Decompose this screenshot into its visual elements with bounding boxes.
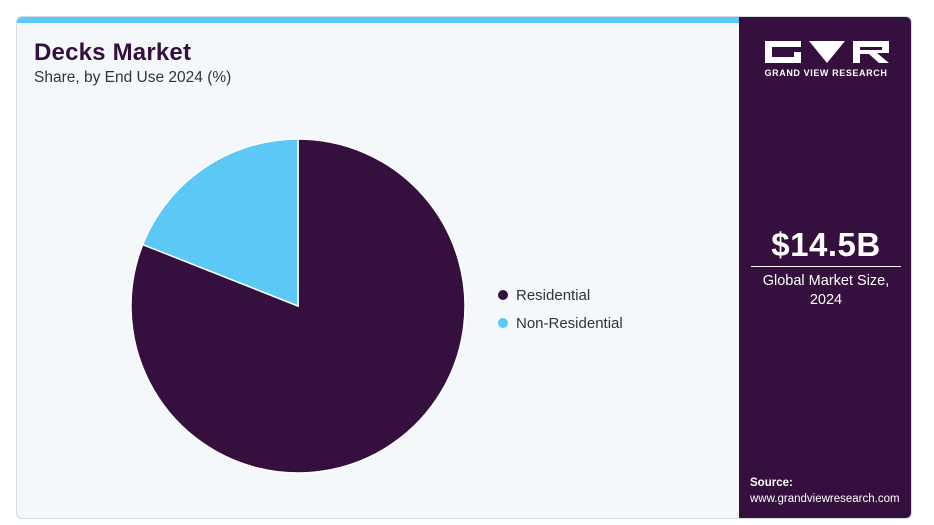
sidebar-panel: GRAND VIEW RESEARCH $14.5B Global Market… [739, 17, 911, 518]
legend-swatch-non-residential [498, 318, 508, 328]
chart-legend: Residential Non-Residential [498, 281, 623, 337]
market-size-value: $14.5B [771, 226, 881, 263]
market-size-divider [751, 266, 901, 267]
accent-bar [17, 17, 739, 23]
chart-subtitle: Share, by End Use 2024 (%) [34, 69, 232, 86]
legend-label-non-residential: Non-Residential [516, 314, 623, 332]
legend-item-residential: Residential [498, 281, 623, 309]
pie-slice-residential [130, 138, 466, 474]
pie-chart [130, 138, 466, 474]
brand-name: GRAND VIEW RESEARCH [764, 68, 888, 78]
source-label: Source: [750, 477, 793, 489]
chart-card: Decks Market Share, by End Use 2024 (%) … [16, 16, 912, 519]
legend-item-non-residential: Non-Residential [498, 309, 623, 337]
source-url[interactable]: www.grandviewresearch.com [750, 493, 900, 505]
legend-swatch-residential [498, 290, 508, 300]
market-size-caption: Global Market Size, 2024 [762, 273, 890, 308]
pie-slice-non-residential [141, 138, 299, 308]
legend-label-residential: Residential [516, 286, 591, 304]
chart-title: Decks Market [34, 39, 192, 66]
gvr-logo-icon [765, 41, 889, 63]
